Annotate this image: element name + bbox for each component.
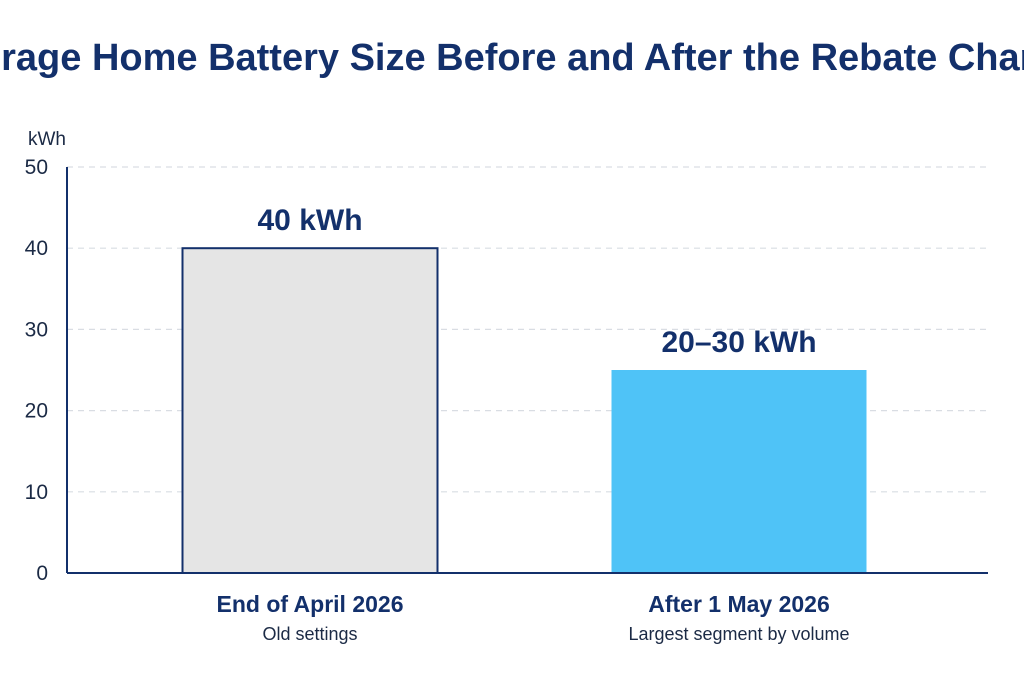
category-label-2: After 1 May 2026 bbox=[648, 591, 830, 617]
y-tick-label-40: 40 bbox=[25, 237, 48, 260]
category-label-1: End of April 2026 bbox=[216, 591, 403, 617]
category-subtitle-1: Old settings bbox=[262, 624, 357, 644]
y-tick-label-10: 10 bbox=[25, 481, 48, 504]
category-subtitle-2: Largest segment by volume bbox=[628, 624, 849, 644]
y-tick-label-0: 0 bbox=[36, 562, 48, 585]
chart-title: Average Home Battery Size Before and Aft… bbox=[0, 37, 1024, 79]
bar-value-label-2: 20–30 kWh bbox=[661, 326, 816, 359]
category-labels: End of April 2026 Old settings After 1 May… bbox=[216, 591, 849, 644]
bar-value-label-1: 40 kWh bbox=[257, 204, 362, 237]
y-tick-label-50: 50 bbox=[25, 156, 48, 179]
bar-1 bbox=[181, 247, 439, 574]
y-tick-labels: 0 10 20 30 40 50 bbox=[25, 156, 48, 585]
y-axis-unit-label: kWh bbox=[28, 129, 66, 150]
bars bbox=[181, 247, 867, 574]
y-tick-label-30: 30 bbox=[25, 318, 48, 341]
y-tick-label-20: 20 bbox=[25, 400, 48, 423]
bar-2 bbox=[611, 370, 867, 573]
bar-labels: 40 kWh 20–30 kWh bbox=[257, 204, 816, 359]
axes bbox=[66, 167, 988, 574]
